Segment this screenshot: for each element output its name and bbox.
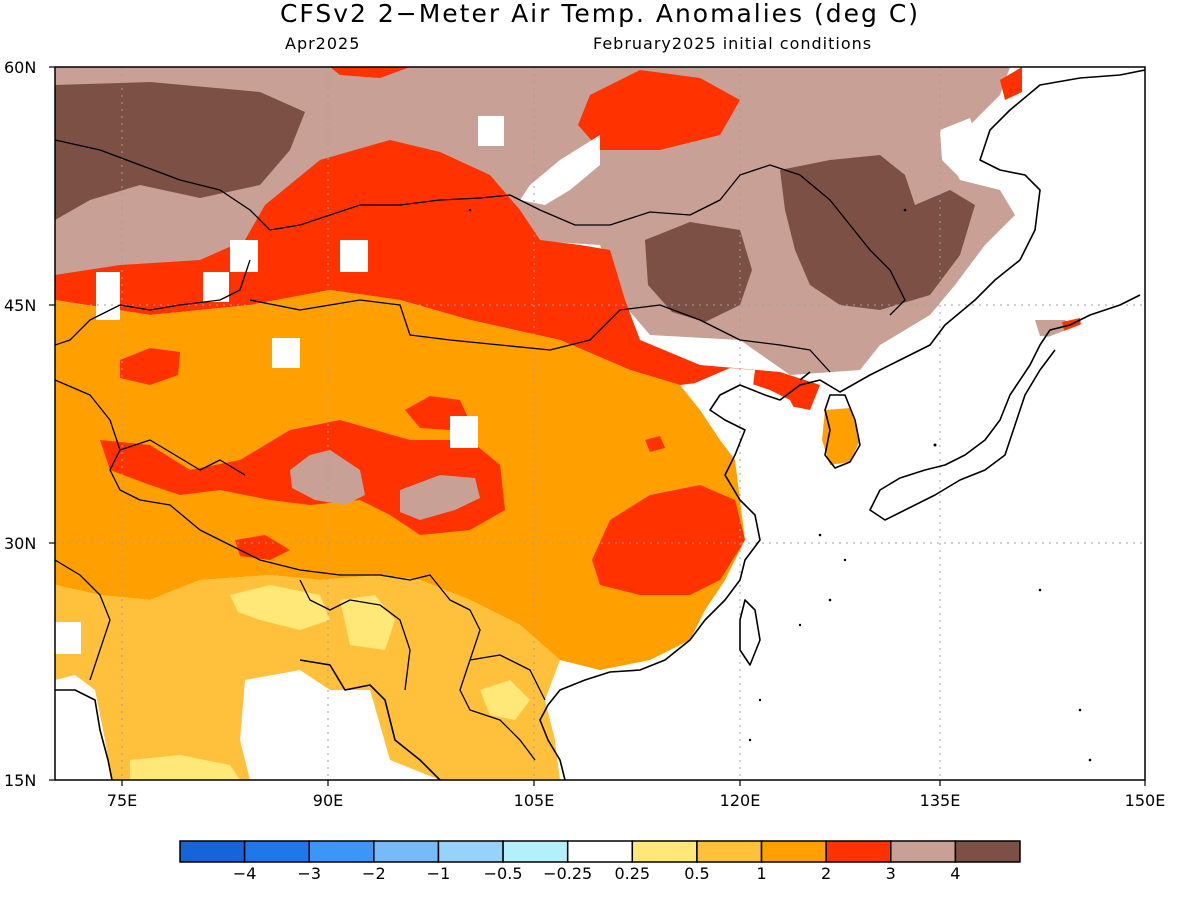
anomaly-region-4plus-mongolia [645,222,752,322]
ocean-arabian-sea [55,675,112,780]
ocean-sea-of-japan [860,200,1050,455]
colorbar-label: −0.5 [484,864,523,883]
colorbar-label: −2 [362,864,386,883]
lake-hole [450,416,478,448]
anomaly-region-0.25to0.5-bengal [340,595,395,650]
anomaly-region-2to3-baikal [578,70,740,150]
lake-hole [96,272,120,320]
colorbar-swatch [825,840,892,863]
colorbar-swatch [696,840,763,863]
anomaly-region-2to3-small [645,436,665,452]
lat-label-30n: 30N [4,534,36,553]
colorbar-label: 4 [950,864,960,883]
plot-frame [54,66,1146,781]
colorbar-swatch [243,840,310,863]
colorbar-label: 2 [821,864,831,883]
lake-hole [340,240,368,272]
colorbar-swatch [890,840,957,863]
colorbar-swatch [954,840,1021,863]
anomaly-region-0.25to0.5 [230,585,330,630]
lon-label-105e: 105E [514,791,555,810]
colorbar-label: −0.25 [543,864,592,883]
anomaly-region-2to3-east [592,485,745,595]
colorbar-swatch [308,840,375,863]
ocean-east [555,300,1145,780]
anomaly-field [55,67,1145,780]
colorbar-label: −4 [233,864,257,883]
okhotsk-coast-hole [940,118,985,178]
anomaly-region-0.25to0.5-burma [480,680,530,720]
anomaly-region-3to4-north [55,67,1015,375]
colorbar-label: −3 [297,864,321,883]
lat-label-60n: 60N [4,58,36,77]
lat-label-45n: 45N [4,296,36,315]
colorbar-label: 0.25 [614,864,650,883]
anomaly-region-2to3 [55,140,820,410]
lake-hole [55,622,81,654]
political-borders [55,139,906,761]
ocean-okhotsk [1020,67,1145,300]
colorbar-swatch [437,840,504,863]
colorbar-swatch [373,840,440,863]
baikal-hole [520,135,600,205]
lon-label-120e: 120E [720,791,761,810]
anomaly-region-2to3-north-strip [330,67,410,78]
colorbar-swatch [502,840,569,863]
anomaly-region-4plus-west [55,82,305,220]
map-title: CFSv2 2−Meter Air Temp. Anomalies (deg C… [279,0,921,28]
lake-hole [272,338,300,368]
axis-ticks [49,66,1146,786]
colorbar-swatch [631,840,698,863]
anomaly-region-1to2-korea [822,408,860,465]
colorbar-label: 0.5 [684,864,709,883]
anomaly-region-0.25to0.5-india [130,755,240,780]
forecast-month: Apr2025 [285,34,361,53]
colorbar-swatch [760,840,827,863]
colorbar: −4 −3 −2 −1 −0.5 −0.25 0.25 0.5 1 2 3 4 [179,840,1021,883]
anomaly-region-4plus-northeast [780,155,975,310]
lon-label-75e: 75E [107,791,137,810]
initial-conditions: February2025 initial conditions [593,34,873,53]
ocean-bay-of-bengal [240,670,440,780]
colorbar-swatch [179,840,246,863]
colorbar-swatch [566,840,634,863]
lake-hole [478,116,504,146]
colorbar-label: −1 [427,864,451,883]
colorbar-label: 1 [756,864,766,883]
lake-hole [230,240,258,272]
anomaly-region-3to4-tibet-e [400,475,480,520]
lat-label-15n: 15N [4,771,36,790]
anomaly-region-2to3-kazakh [120,348,180,385]
colorbar-label: 3 [886,864,896,883]
anomaly-region-3to4-tibet-w [290,450,365,505]
anomaly-region-2to3-northeast [1000,67,1022,100]
lon-label-135e: 135E [920,791,961,810]
lon-label-90e: 90E [313,791,343,810]
lon-label-150e: 150E [1125,791,1166,810]
coastlines [55,69,1145,780]
islands [468,208,1092,762]
